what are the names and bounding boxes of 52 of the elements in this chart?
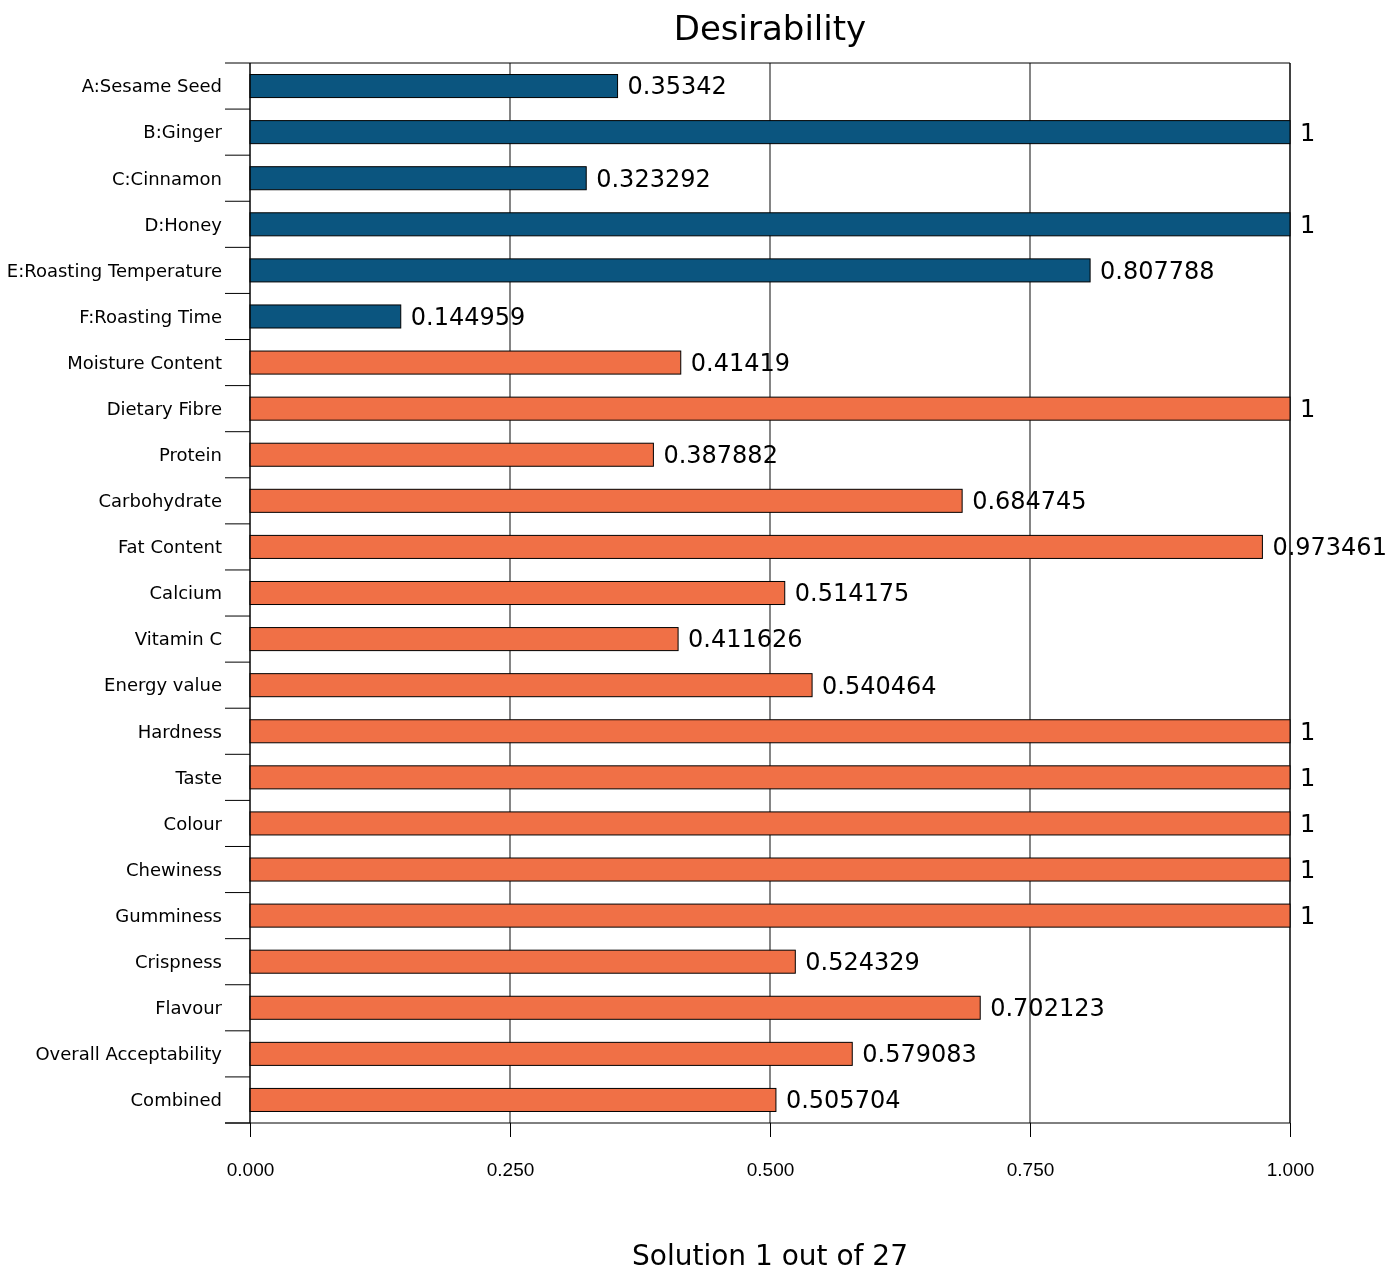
data-label: 1 [1300,763,1316,792]
y-tick-label: Calcium [149,582,222,604]
data-label: 0.323292 [596,164,711,193]
y-tick-label: Taste [174,766,222,788]
data-label: 1 [1300,210,1316,239]
y-tick-label: Chewiness [125,858,222,880]
x-tick-label: 1.000 [1266,1159,1315,1181]
y-tick-label: D:Honey [144,213,223,235]
y-tick-label: Vitamin C [134,628,222,650]
data-label: 1 [1300,809,1316,838]
y-tick-label: C:Cinnamon [111,167,222,189]
y-tick-label: Flavour [155,997,223,1019]
data-label: 0.144959 [410,302,526,331]
data-label: 0.702123 [990,994,1105,1023]
y-tick-label: Colour [163,812,223,834]
y-tick-label: Crispness [134,951,222,972]
data-label: 0.35342 [627,72,727,101]
data-label: 1 [1300,118,1316,147]
data-label: 0.411626 [688,625,803,654]
y-tick-label: Moisture Content [67,351,222,373]
y-tick-label: Combined [130,1089,222,1111]
y-tick-label: A:Sesame Seed [81,75,222,97]
y-tick-label: Overall Acceptability [35,1043,223,1065]
data-label: 0.387882 [663,441,778,470]
y-tick-label: Hardness [137,720,222,742]
x-tick-label: 0.500 [746,1159,795,1181]
data-label: 0.514175 [794,579,910,608]
y-tick-label: Fat Content [117,536,222,558]
y-tick-label: F:Roasting Time [79,305,222,327]
y-tick-label: Gumminess [115,904,222,926]
data-label: 0.524329 [805,948,920,977]
y-tick-label: Dietary Fibre [106,397,222,419]
y-tick-label: Carbohydrate [98,490,222,512]
x-axis-title: Solution 1 out of 27 [632,1239,908,1272]
y-tick-label: Energy value [104,674,222,696]
y-tick-label: Protein [158,444,222,466]
chart-title: Desirability [673,8,867,48]
data-label: 1 [1300,395,1316,424]
data-label: 0.505704 [785,1086,901,1115]
data-label: 1 [1300,717,1316,746]
data-label: 0.579083 [862,1040,977,1069]
x-tick-label: 0.250 [486,1159,535,1181]
data-label: 1 [1300,855,1316,884]
data-label: 0.807788 [1100,256,1215,285]
data-label: 0.540464 [822,671,937,700]
y-tick-label: B:Ginger [143,121,223,143]
x-tick-label: 0.750 [1006,1159,1055,1181]
data-label: 0.684745 [972,487,1087,516]
x-tick-label: 0.000 [226,1159,275,1181]
data-label: 1 [1300,902,1316,931]
data-label: 0.41419 [690,348,791,377]
y-tick-label: E:Roasting Temperature [6,259,222,281]
